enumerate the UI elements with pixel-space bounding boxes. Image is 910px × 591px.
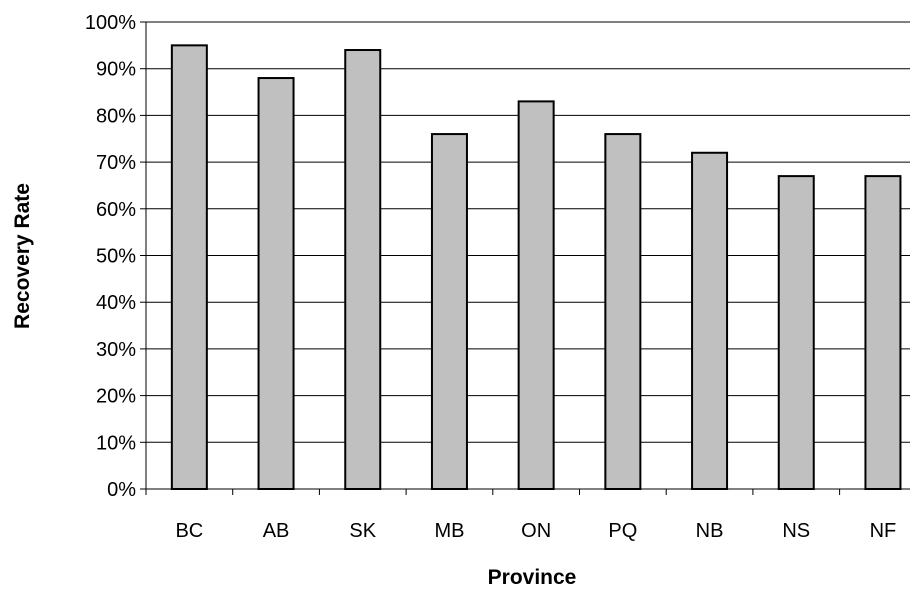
y-tick-label: 30% [96,339,136,361]
bar-on [517,100,555,490]
x-tick-label: NS [782,520,810,542]
x-tick-label: ON [521,520,551,542]
x-axis-title: Province [488,566,577,589]
y-tick-label: 40% [96,292,136,314]
y-tick-label: 20% [96,386,136,408]
axes [140,21,910,495]
x-tick-label: MB [434,520,464,542]
bar-mb [430,133,468,491]
bar-nf [864,175,902,491]
bars [170,44,902,491]
y-tick-label: 10% [96,432,136,454]
y-tick-label: 70% [96,152,136,174]
bar-ns [777,175,815,491]
x-tick-label: SK [349,520,376,542]
x-tick-label: AB [263,520,290,542]
x-tick-label: NF [870,520,897,542]
bar-sk [344,49,382,491]
y-tick-labels: 0% 10% 20% 30% 40% 50% 60% 70% 80% 90% 100% [85,12,136,501]
x-tick-label: BC [175,520,203,542]
y-tick-label: 50% [96,246,136,268]
bar-bc [170,44,208,490]
bar-ab [257,77,295,490]
y-tick-label: 100% [85,12,136,34]
x-tick-label: PQ [608,520,637,542]
x-tick-labels: BC AB SK MB ON PQ NB NS NF [175,520,896,542]
y-axis-title: Recovery Rate [11,183,34,329]
bar-nb [691,151,729,490]
y-tick-label: 60% [96,199,136,221]
y-tick-label: 0% [107,479,136,501]
x-tick-label: NB [696,520,724,542]
bar-pq [604,133,642,491]
y-tick-label: 80% [96,105,136,127]
y-tick-label: 90% [96,59,136,81]
